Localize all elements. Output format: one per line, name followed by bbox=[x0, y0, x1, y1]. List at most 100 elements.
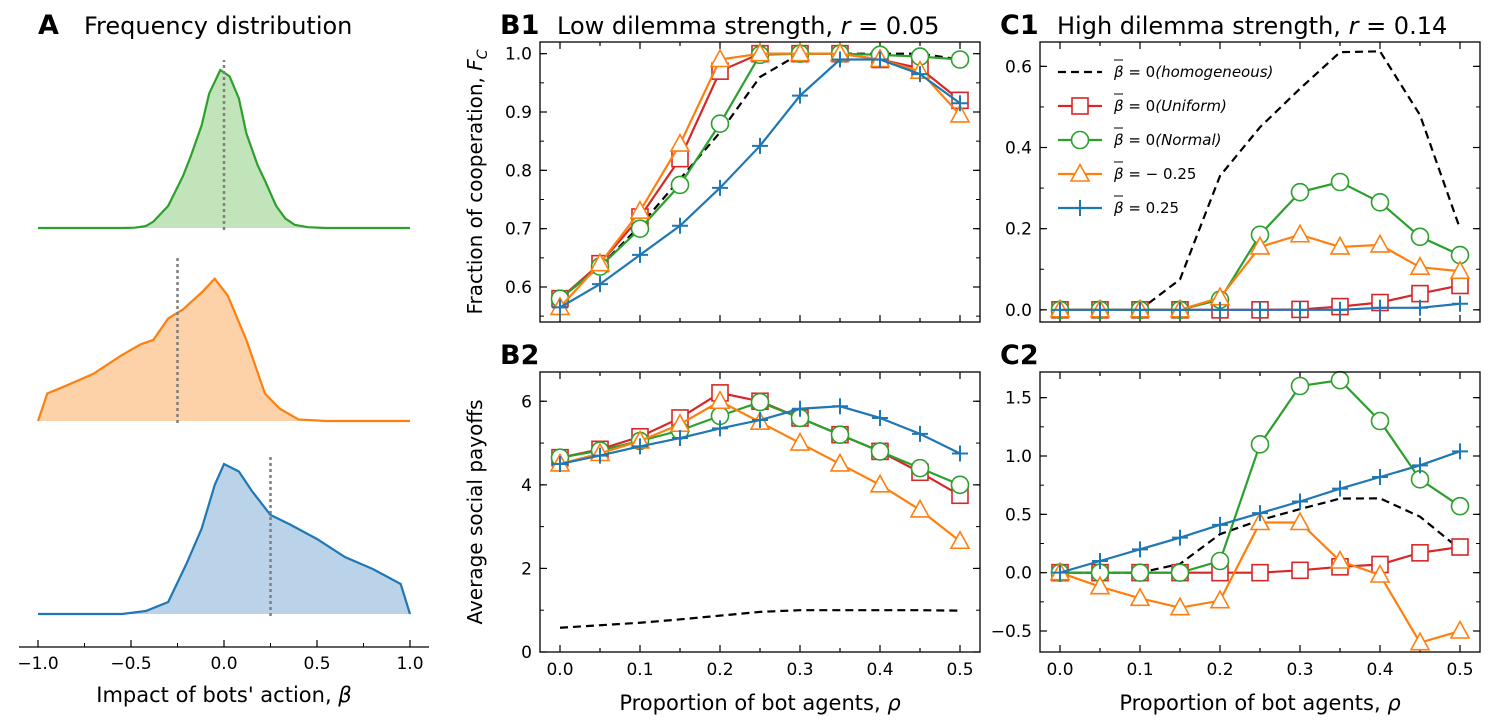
x-label-symbol: β bbox=[337, 683, 351, 707]
x-tick-label: 0.3 bbox=[1286, 660, 1313, 680]
y-tick-label: 4 bbox=[521, 476, 532, 496]
data-point bbox=[1172, 301, 1188, 318]
legend-beta: β bbox=[1113, 165, 1124, 183]
series-line bbox=[559, 609, 961, 629]
y-tick-label: −0.5 bbox=[991, 622, 1032, 642]
x-axis-label: Impact of bots' action, β bbox=[96, 683, 351, 707]
data-point bbox=[1251, 563, 1269, 582]
data-point bbox=[1372, 469, 1388, 485]
data-point bbox=[1290, 376, 1310, 396]
data-point bbox=[1052, 301, 1068, 318]
x-tick-label: 0.2 bbox=[706, 660, 733, 680]
data-point bbox=[1292, 493, 1308, 510]
legend-marker bbox=[1069, 162, 1091, 182]
data-point bbox=[709, 390, 731, 410]
y-axis-label: Fraction of cooperation, FC bbox=[463, 49, 491, 314]
data-point bbox=[1372, 299, 1388, 316]
x-tick-label: 0.2 bbox=[1206, 660, 1233, 680]
y-label-subscript: C bbox=[475, 49, 491, 59]
title-r-value: = 0.05 bbox=[851, 12, 940, 40]
data-point bbox=[1212, 301, 1228, 318]
y-tick-label: 0.0 bbox=[1005, 564, 1032, 584]
data-point bbox=[630, 219, 650, 238]
series-4 bbox=[1052, 443, 1468, 581]
series-2 bbox=[550, 392, 970, 495]
data-point bbox=[1290, 182, 1310, 202]
data-point bbox=[1132, 541, 1148, 558]
x-tick-label: 0.5 bbox=[1446, 660, 1473, 680]
data-point bbox=[1330, 370, 1350, 390]
x-label-symbol: ρ bbox=[1387, 691, 1401, 715]
panel-letter: C1 bbox=[1000, 10, 1039, 41]
data-point bbox=[1412, 457, 1428, 474]
data-point bbox=[1172, 529, 1188, 546]
series-line bbox=[559, 52, 961, 300]
axes-frame bbox=[1039, 41, 1481, 323]
panel-a: −1.0 −0.5 0.0 0.5 1.0 Impact of bots' action,… bbox=[17, 10, 429, 707]
data-point bbox=[592, 276, 608, 293]
series-2 bbox=[1050, 370, 1470, 582]
x-tick-label: 0.0 bbox=[1046, 660, 1073, 680]
panel-title: Low dilemma strength, r = 0.05 bbox=[557, 12, 939, 40]
x-tick-label: 0.3 bbox=[786, 660, 813, 680]
x-tick-label: 0.4 bbox=[866, 660, 893, 680]
legend-marker bbox=[1071, 97, 1089, 115]
data-point bbox=[830, 425, 850, 444]
x-tick-label: 0.0 bbox=[546, 660, 573, 680]
density-fill bbox=[38, 278, 410, 421]
y-tick-label: 1.0 bbox=[505, 45, 532, 65]
panel-letter: A bbox=[38, 10, 59, 41]
data-point bbox=[869, 473, 891, 493]
legend-beta: β bbox=[1113, 63, 1124, 81]
y-tick-label: 6 bbox=[521, 392, 532, 412]
x-tick-label: 0.5 bbox=[946, 660, 973, 680]
x-tick-label: 0.5 bbox=[303, 654, 330, 674]
title-text: Low dilemma strength, bbox=[557, 12, 841, 40]
legend: β = 0(homogeneous)β = 0(Uniform)β = 0(No… bbox=[1058, 59, 1273, 217]
x-tick-label: 1.0 bbox=[396, 654, 423, 674]
legend-label: β = − 0.25 bbox=[1113, 165, 1196, 183]
data-point bbox=[1412, 299, 1428, 316]
y-tick-label: 2 bbox=[521, 559, 532, 579]
legend-beta: β bbox=[1113, 97, 1124, 115]
data-point bbox=[752, 137, 768, 154]
data-point bbox=[1170, 563, 1190, 582]
panel-title: High dilemma strength, r = 0.14 bbox=[1057, 12, 1447, 40]
y-tick-label: 1.0 bbox=[1005, 447, 1032, 467]
y-label-text: Fraction of cooperation, bbox=[463, 71, 487, 315]
legend-kind: (homogeneous) bbox=[1155, 63, 1273, 81]
panel-letter: B1 bbox=[500, 10, 539, 41]
data-point bbox=[670, 175, 690, 195]
data-point bbox=[1369, 233, 1391, 253]
data-point bbox=[669, 132, 691, 152]
data-point bbox=[1169, 596, 1191, 616]
data-point bbox=[1292, 301, 1308, 318]
legend-value: = 0 bbox=[1124, 97, 1156, 115]
series-2 bbox=[550, 44, 970, 308]
series-4 bbox=[1052, 295, 1468, 318]
x-label-text: Proportion of bot agents, bbox=[619, 691, 887, 715]
series-4 bbox=[552, 398, 968, 472]
data-point bbox=[1410, 227, 1430, 247]
data-point bbox=[632, 438, 648, 455]
data-point bbox=[792, 400, 808, 417]
data-point bbox=[910, 458, 930, 478]
data-point bbox=[952, 445, 968, 462]
data-point bbox=[552, 299, 568, 316]
data-point bbox=[749, 42, 771, 62]
data-point bbox=[872, 409, 888, 426]
y-tick-label: 0.5 bbox=[1005, 505, 1032, 525]
panel-c1: 0.0 0.2 0.4 0.6 C1 High dilemma strength, r =… bbox=[1000, 10, 1481, 323]
series-1 bbox=[551, 44, 969, 308]
data-point bbox=[1332, 301, 1348, 318]
y-tick-label: 0.8 bbox=[505, 161, 532, 181]
data-point bbox=[632, 246, 648, 263]
data-point bbox=[1329, 549, 1351, 569]
data-point bbox=[789, 431, 811, 451]
data-point bbox=[750, 392, 770, 412]
data-point bbox=[1212, 516, 1228, 533]
legend-value: = 0.25 bbox=[1124, 199, 1180, 217]
data-point bbox=[1329, 235, 1351, 255]
data-point bbox=[832, 51, 848, 68]
